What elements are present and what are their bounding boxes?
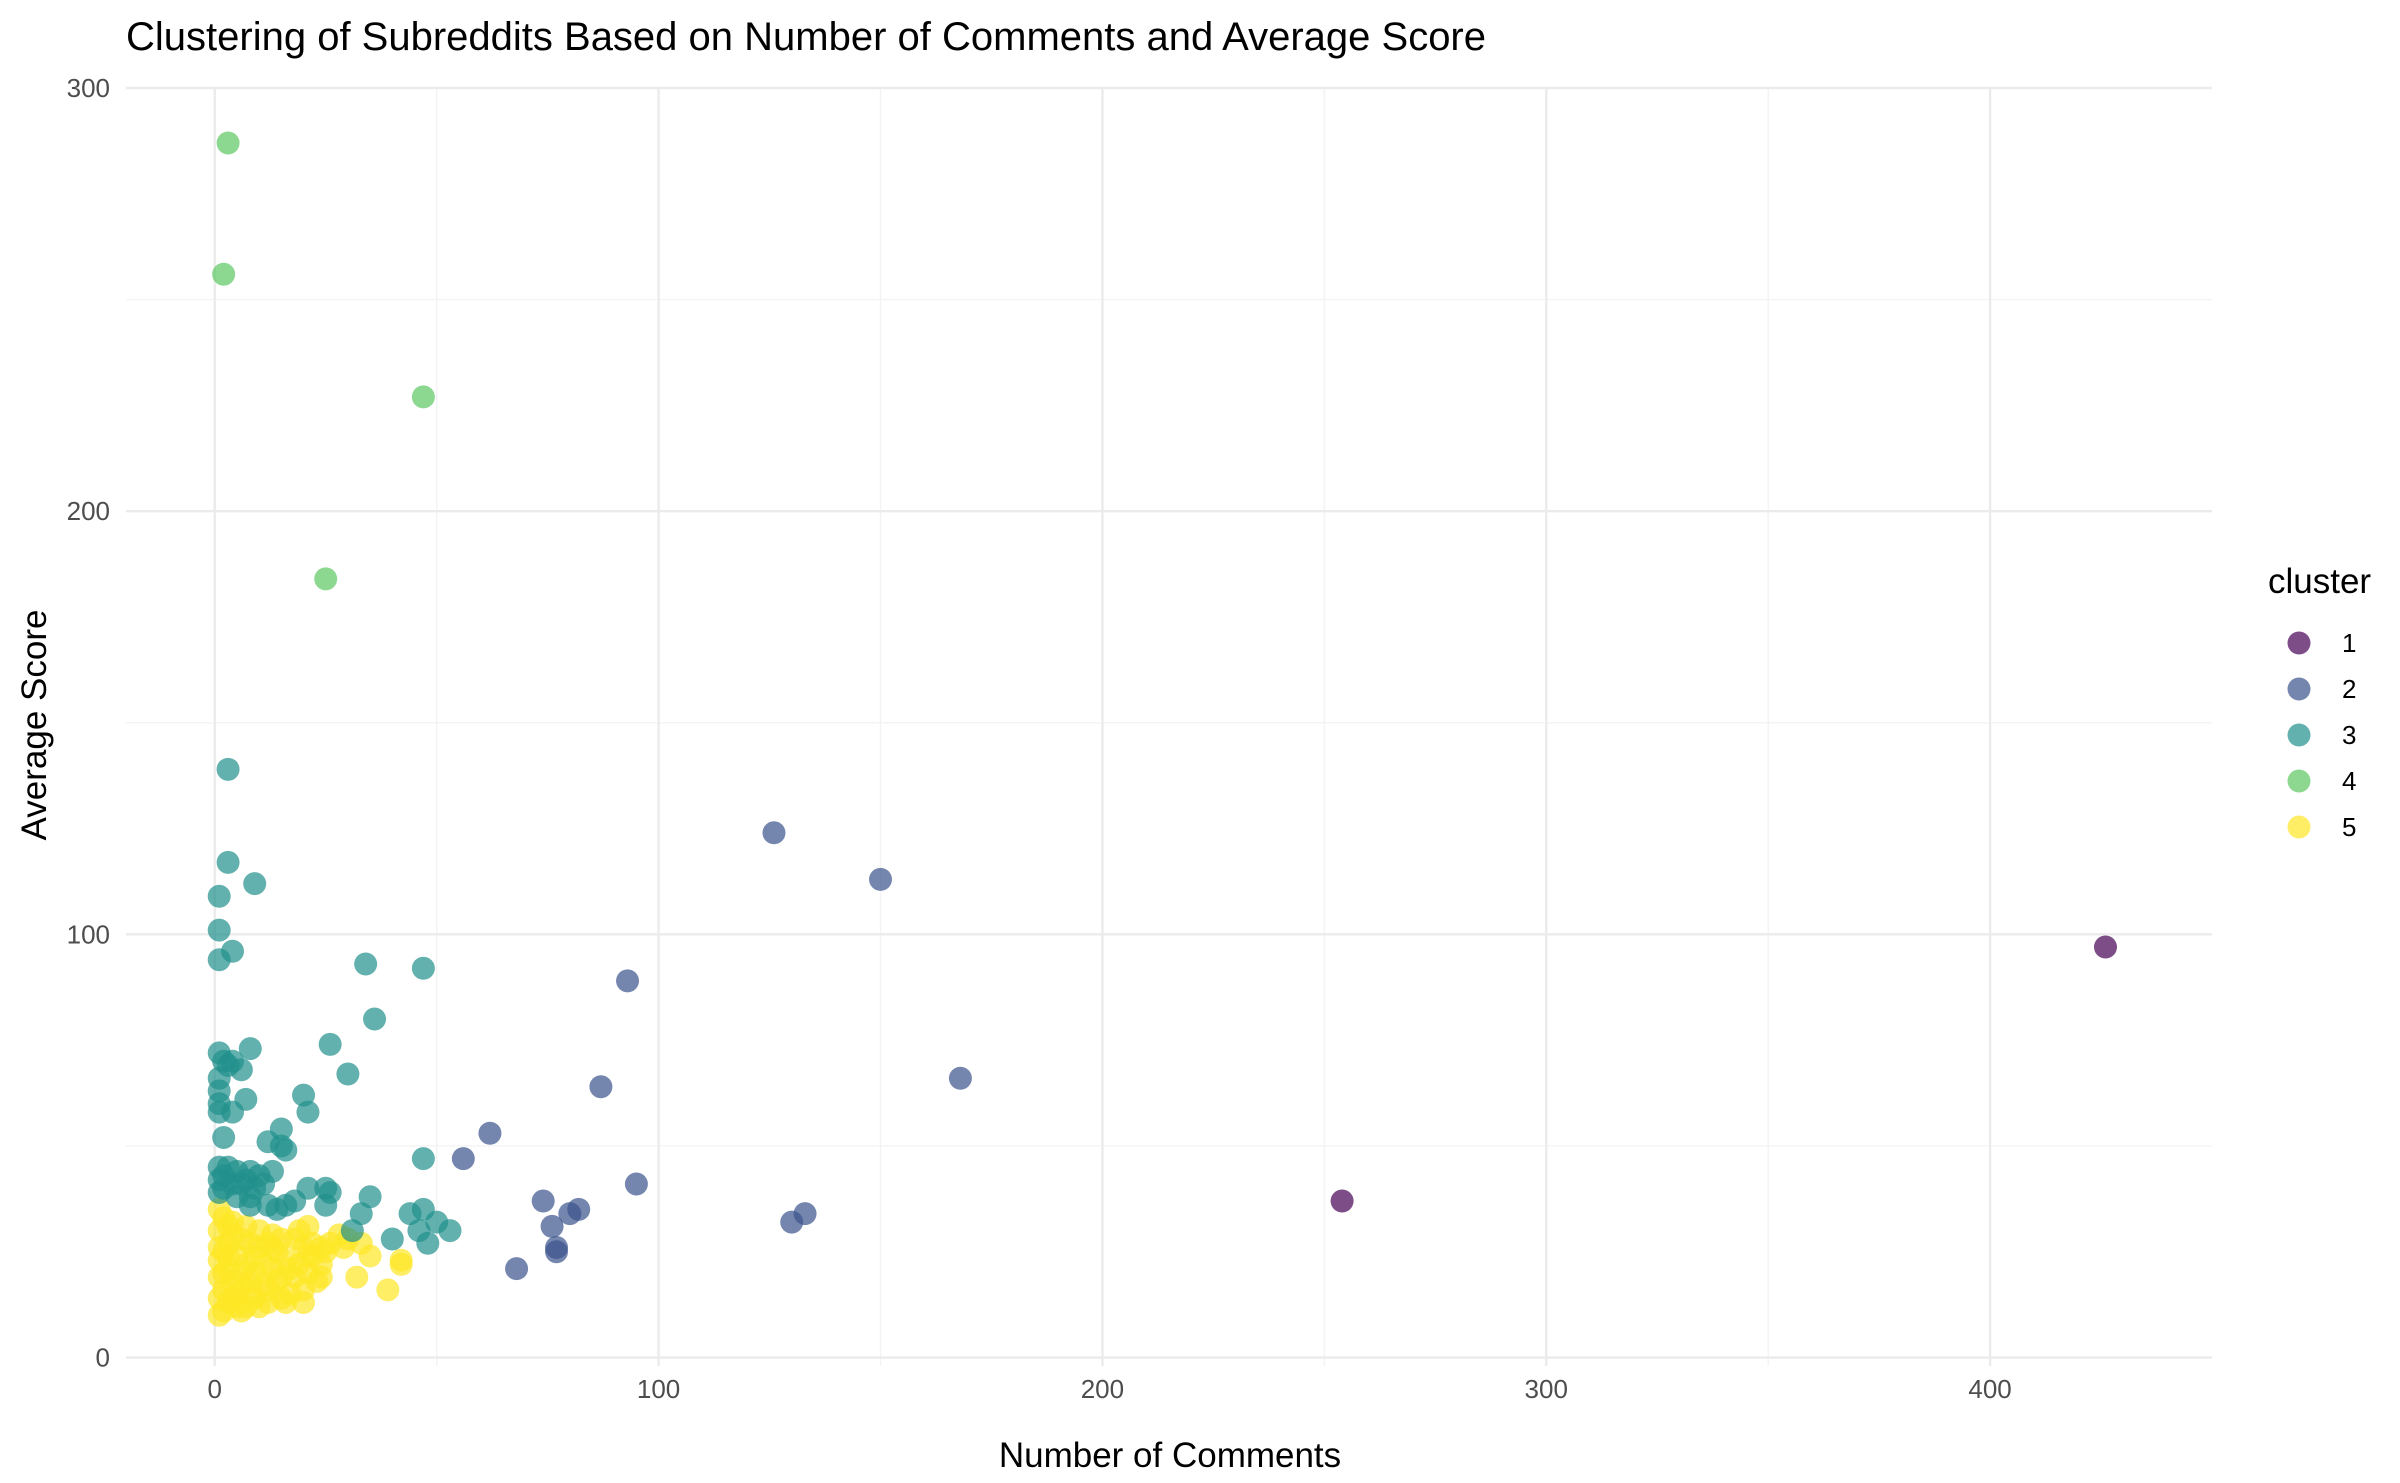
data-points xyxy=(207,131,2117,1327)
data-point-cluster-5 xyxy=(309,1265,333,1289)
y-tick-label: 300 xyxy=(67,73,110,103)
data-point-cluster-2 xyxy=(624,1172,648,1196)
legend-title: cluster xyxy=(2268,562,2371,601)
legend-key-1 xyxy=(2287,631,2311,655)
data-point-cluster-3 xyxy=(354,952,378,976)
data-point-cluster-5 xyxy=(309,1236,333,1260)
data-point-cluster-3 xyxy=(207,1100,231,1124)
data-point-cluster-3 xyxy=(438,1219,462,1243)
data-point-cluster-5 xyxy=(389,1252,413,1276)
data-point-cluster-3 xyxy=(318,1032,342,1056)
data-point-cluster-5 xyxy=(283,1265,307,1289)
data-point-cluster-3 xyxy=(234,1168,258,1192)
data-point-cluster-5 xyxy=(252,1252,276,1276)
data-point-cluster-3 xyxy=(274,1138,298,1162)
data-point-cluster-3 xyxy=(265,1197,289,1221)
y-axis-title: Average Score xyxy=(15,610,54,841)
data-point-cluster-3 xyxy=(340,1219,364,1243)
legend-key-3 xyxy=(2287,723,2311,747)
data-point-cluster-5 xyxy=(296,1214,320,1238)
data-point-cluster-2 xyxy=(531,1189,555,1213)
data-point-cluster-3 xyxy=(212,1125,236,1149)
data-point-cluster-3 xyxy=(243,872,267,896)
data-point-cluster-3 xyxy=(380,1227,404,1251)
legend: 1 2 3 4 5 xyxy=(2287,628,2356,842)
data-point-cluster-3 xyxy=(296,1100,320,1124)
legend-label-3: 3 xyxy=(2342,720,2356,750)
data-point-cluster-5 xyxy=(376,1278,400,1302)
data-point-cluster-2 xyxy=(505,1257,529,1281)
data-point-cluster-3 xyxy=(314,1193,338,1217)
data-point-cluster-5 xyxy=(269,1286,293,1310)
data-point-cluster-3 xyxy=(358,1185,382,1209)
x-tick-label: 100 xyxy=(637,1374,680,1404)
legend-label-1: 1 xyxy=(2342,628,2356,658)
data-point-cluster-5 xyxy=(238,1269,262,1293)
data-point-cluster-2 xyxy=(780,1210,804,1234)
tick-labels: 0 100 200 300 400 0 100 200 300 xyxy=(67,73,2012,1404)
x-tick-label: 0 xyxy=(208,1374,222,1404)
data-point-cluster-5 xyxy=(292,1291,316,1315)
legend-key-4 xyxy=(2287,769,2311,793)
data-point-cluster-1 xyxy=(1330,1189,1354,1213)
legend-label-2: 2 xyxy=(2342,674,2356,704)
data-point-cluster-3 xyxy=(349,1202,373,1226)
data-point-cluster-5 xyxy=(216,1244,240,1268)
data-point-cluster-3 xyxy=(336,1062,360,1086)
data-point-cluster-5 xyxy=(260,1236,284,1260)
data-point-cluster-3 xyxy=(411,956,435,980)
data-point-cluster-4 xyxy=(216,131,240,155)
y-tick-label: 200 xyxy=(67,496,110,526)
legend-key-5 xyxy=(2287,815,2311,839)
x-tick-label: 400 xyxy=(1968,1374,2011,1404)
data-point-cluster-3 xyxy=(207,948,231,972)
data-point-cluster-3 xyxy=(411,1147,435,1171)
data-point-cluster-5 xyxy=(229,1299,253,1323)
data-point-cluster-3 xyxy=(238,1193,262,1217)
y-tick-label: 0 xyxy=(96,1343,110,1373)
data-point-cluster-3 xyxy=(207,884,231,908)
data-point-cluster-2 xyxy=(616,969,640,993)
data-point-cluster-2 xyxy=(540,1214,564,1238)
data-point-cluster-3 xyxy=(207,918,231,942)
x-axis-title: Number of Comments xyxy=(999,1436,1341,1475)
data-point-cluster-5 xyxy=(234,1214,258,1238)
data-point-cluster-3 xyxy=(216,850,240,874)
data-point-cluster-3 xyxy=(238,1037,262,1061)
data-point-cluster-2 xyxy=(545,1240,569,1264)
data-point-cluster-5 xyxy=(207,1303,231,1327)
data-point-cluster-5 xyxy=(358,1244,382,1268)
chart-title: Clustering of Subreddits Based on Number… xyxy=(126,15,1486,59)
data-point-cluster-3 xyxy=(216,757,240,781)
data-point-cluster-2 xyxy=(869,867,893,891)
gridlines xyxy=(126,86,2212,1366)
data-point-cluster-5 xyxy=(345,1265,369,1289)
data-point-cluster-3 xyxy=(363,1007,387,1031)
data-point-cluster-2 xyxy=(478,1121,502,1145)
data-point-cluster-2 xyxy=(589,1075,613,1099)
data-point-cluster-4 xyxy=(314,567,338,591)
data-point-cluster-3 xyxy=(212,1164,236,1188)
data-point-cluster-5 xyxy=(247,1295,271,1319)
legend-label-4: 4 xyxy=(2342,766,2356,796)
data-point-cluster-4 xyxy=(212,262,236,286)
data-point-cluster-1 xyxy=(2093,935,2117,959)
data-point-cluster-2 xyxy=(762,821,786,845)
data-point-cluster-4 xyxy=(411,385,435,409)
data-point-cluster-2 xyxy=(558,1202,582,1226)
x-tick-label: 300 xyxy=(1525,1374,1568,1404)
data-point-cluster-3 xyxy=(252,1172,276,1196)
data-point-cluster-2 xyxy=(948,1066,972,1090)
legend-key-2 xyxy=(2287,677,2311,701)
data-point-cluster-3 xyxy=(416,1231,440,1255)
legend-label-5: 5 xyxy=(2342,812,2356,842)
x-tick-label: 200 xyxy=(1081,1374,1124,1404)
y-tick-label: 100 xyxy=(67,919,110,949)
data-point-cluster-2 xyxy=(451,1147,475,1171)
data-point-cluster-3 xyxy=(229,1058,253,1082)
